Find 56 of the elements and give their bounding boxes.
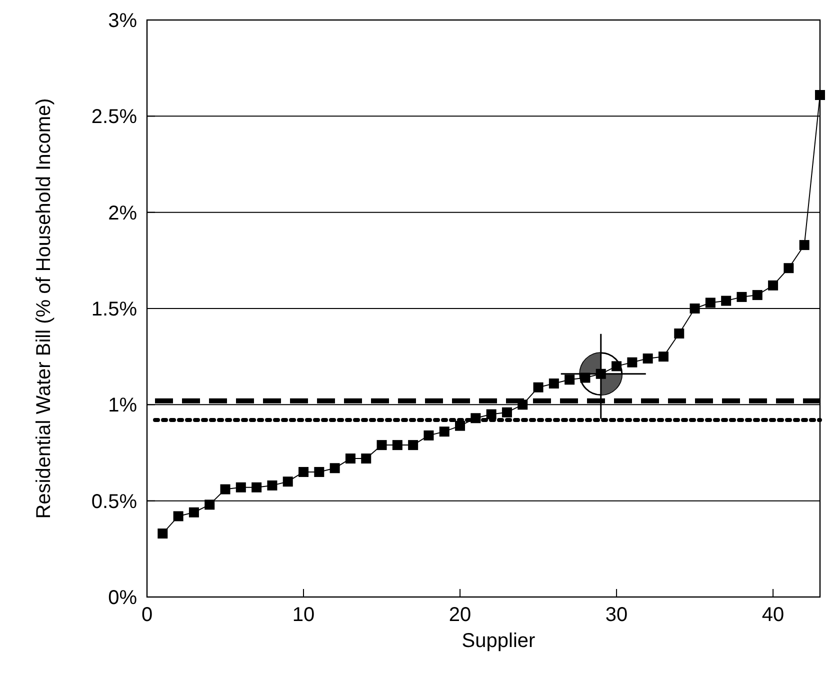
point [612, 361, 622, 372]
point [173, 511, 184, 522]
x-tick-label: 10 [292, 604, 315, 626]
point [580, 372, 590, 383]
x-tick-label: 0 [141, 604, 153, 626]
x-tick-label: 40 [762, 604, 784, 626]
point [361, 454, 372, 464]
x-tick-label: 20 [448, 604, 472, 626]
point [220, 484, 230, 494]
point [298, 466, 309, 477]
point [188, 507, 199, 518]
y-tick-label: 0% [108, 587, 138, 609]
x-tick-label: 30 [605, 604, 628, 626]
point [736, 292, 747, 302]
point [236, 482, 246, 492]
point [502, 407, 512, 418]
x-axis-title: Supplier [462, 630, 536, 652]
point [392, 440, 402, 450]
point [533, 382, 544, 392]
point [252, 482, 262, 492]
point [564, 374, 575, 385]
y-axis-title: Residential Water Bill (% of Household Income) [33, 98, 55, 519]
point [799, 240, 810, 250]
point [455, 420, 466, 431]
point [424, 430, 434, 440]
point [784, 263, 794, 274]
y-tick-label: 1% [108, 394, 138, 417]
point [330, 463, 340, 474]
point [158, 528, 168, 539]
y-tick-label: 0.5% [91, 490, 138, 513]
point [345, 454, 356, 464]
point [204, 500, 215, 510]
point [705, 298, 716, 308]
point [376, 440, 387, 450]
y-tick-label: 2.5% [91, 106, 138, 128]
y-tick-label: 2% [108, 202, 138, 224]
y-tick-label: 1.5% [91, 298, 138, 320]
point [314, 466, 324, 477]
point [674, 328, 684, 339]
point [642, 354, 653, 364]
point [518, 400, 528, 410]
point [768, 280, 778, 290]
point [721, 296, 732, 306]
point [627, 357, 638, 368]
point [470, 413, 481, 424]
point [408, 440, 418, 450]
point [267, 480, 278, 490]
point [282, 476, 293, 487]
point [690, 304, 700, 314]
point [658, 352, 668, 362]
point [752, 290, 762, 300]
point [815, 90, 825, 100]
point [439, 426, 450, 437]
point [548, 378, 559, 389]
point [486, 409, 496, 420]
y-tick-label: 3% [108, 10, 138, 32]
